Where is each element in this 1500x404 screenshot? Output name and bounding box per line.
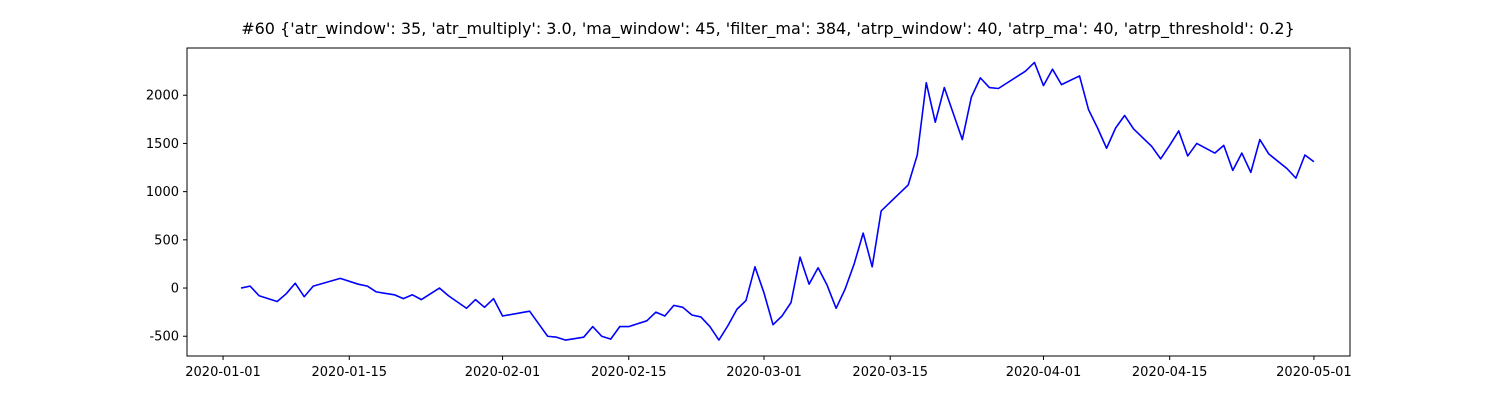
- y-tick-label: -500: [149, 330, 179, 345]
- y-tick-label: 1500: [146, 137, 179, 152]
- x-tick-label: 2020-04-01: [1006, 365, 1082, 380]
- y-tick-label: 0: [171, 282, 179, 297]
- data-line: [240, 61, 1315, 341]
- y-tick-label: 2000: [146, 89, 179, 104]
- x-tick-label: 2020-01-15: [311, 365, 387, 380]
- x-tick-label: 2020-02-01: [465, 365, 541, 380]
- x-tick-label: 2020-05-01: [1276, 365, 1352, 380]
- y-tick-label: 1000: [146, 185, 179, 200]
- x-tick-label: 2020-02-15: [591, 365, 667, 380]
- x-tick-label: 2020-01-01: [185, 365, 261, 380]
- y-tick-label: 500: [154, 233, 179, 248]
- x-tick-label: 2020-03-15: [852, 365, 928, 380]
- plot-frame: [186, 47, 1351, 357]
- chart-title: #60 {'atr_window': 35, 'atr_multiply': 3…: [241, 19, 1295, 39]
- x-tick-label: 2020-04-15: [1132, 365, 1208, 380]
- x-tick-label: 2020-03-01: [726, 365, 802, 380]
